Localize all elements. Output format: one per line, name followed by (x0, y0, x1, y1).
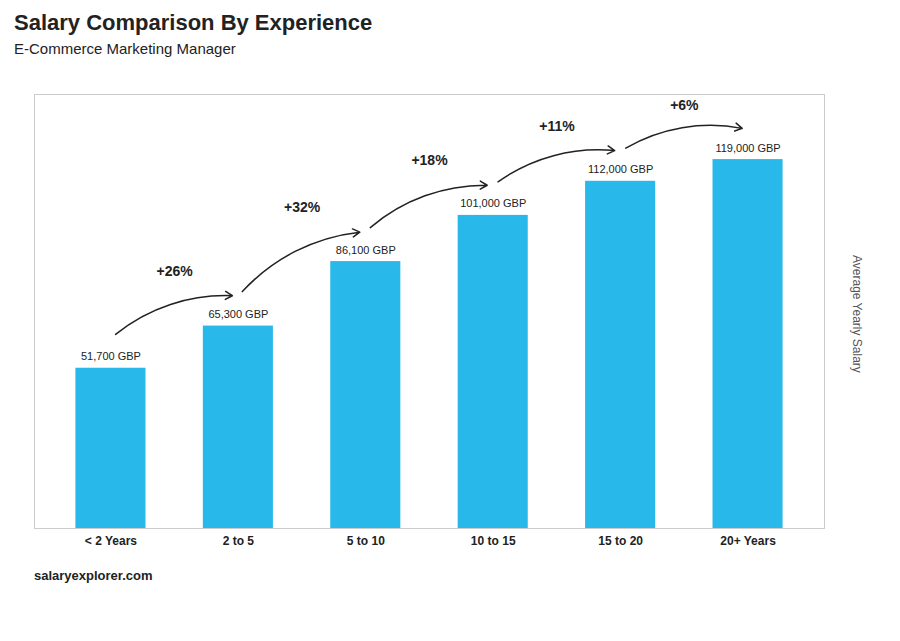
svg-text:15 to 20: 15 to 20 (598, 534, 643, 548)
svg-text:101,000 GBP: 101,000 GBP (460, 198, 526, 210)
svg-text:112,000 GBP: 112,000 GBP (588, 164, 653, 176)
svg-text:5 to 10: 5 to 10 (347, 534, 385, 548)
svg-text:+6%: +6% (670, 97, 699, 113)
svg-text:86,100 GBP: 86,100 GBP (336, 244, 396, 256)
svg-text:119,000 GBP: 119,000 GBP (715, 142, 780, 154)
html-text:salaryexplorer.com: salaryexplorer.com (34, 568, 153, 584)
svg-text:10 to 15: 10 to 15 (471, 534, 516, 548)
svg-text:65,300 GBP: 65,300 GBP (208, 308, 268, 320)
html-text:E-Commerce Marketing Manager: E-Commerce Marketing Manager (14, 40, 236, 58)
svg-text:2 to 5: 2 to 5 (223, 534, 255, 548)
svg-text:+11%: +11% (539, 119, 575, 135)
svg-text:+32%: +32% (284, 199, 321, 215)
svg-text:20+ Years: 20+ Years (720, 534, 776, 548)
svg-text:+26%: +26% (157, 263, 194, 279)
svg-text:51,700 GBP: 51,700 GBP (81, 351, 141, 363)
html-text:Average Yearly Salary: Average Yearly Salary (850, 255, 864, 374)
svg-text:< 2 Years: < 2 Years (85, 534, 137, 548)
html-text:Salary Comparison By Experienc: Salary Comparison By Experience (14, 10, 373, 35)
svg-text:+18%: +18% (411, 153, 448, 169)
